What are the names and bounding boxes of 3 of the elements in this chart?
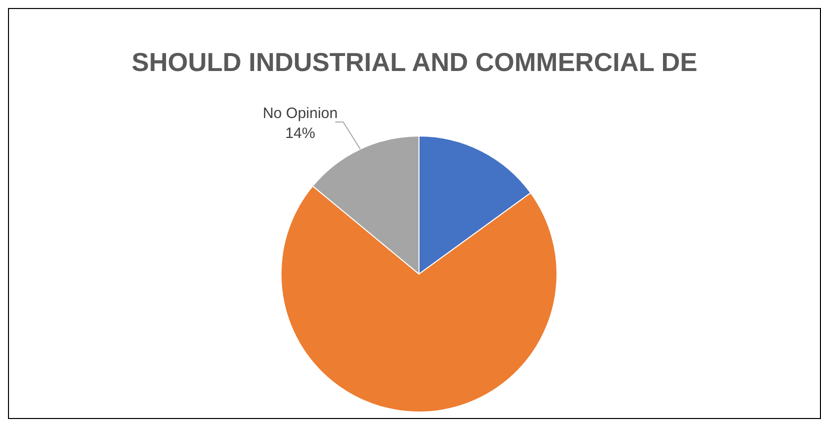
slice-label: No Opinion xyxy=(262,104,338,122)
data-label: 14% xyxy=(285,124,316,142)
chart-title: SHOULD INDUSTRIAL AND COMMERCIAL DE xyxy=(130,47,698,78)
